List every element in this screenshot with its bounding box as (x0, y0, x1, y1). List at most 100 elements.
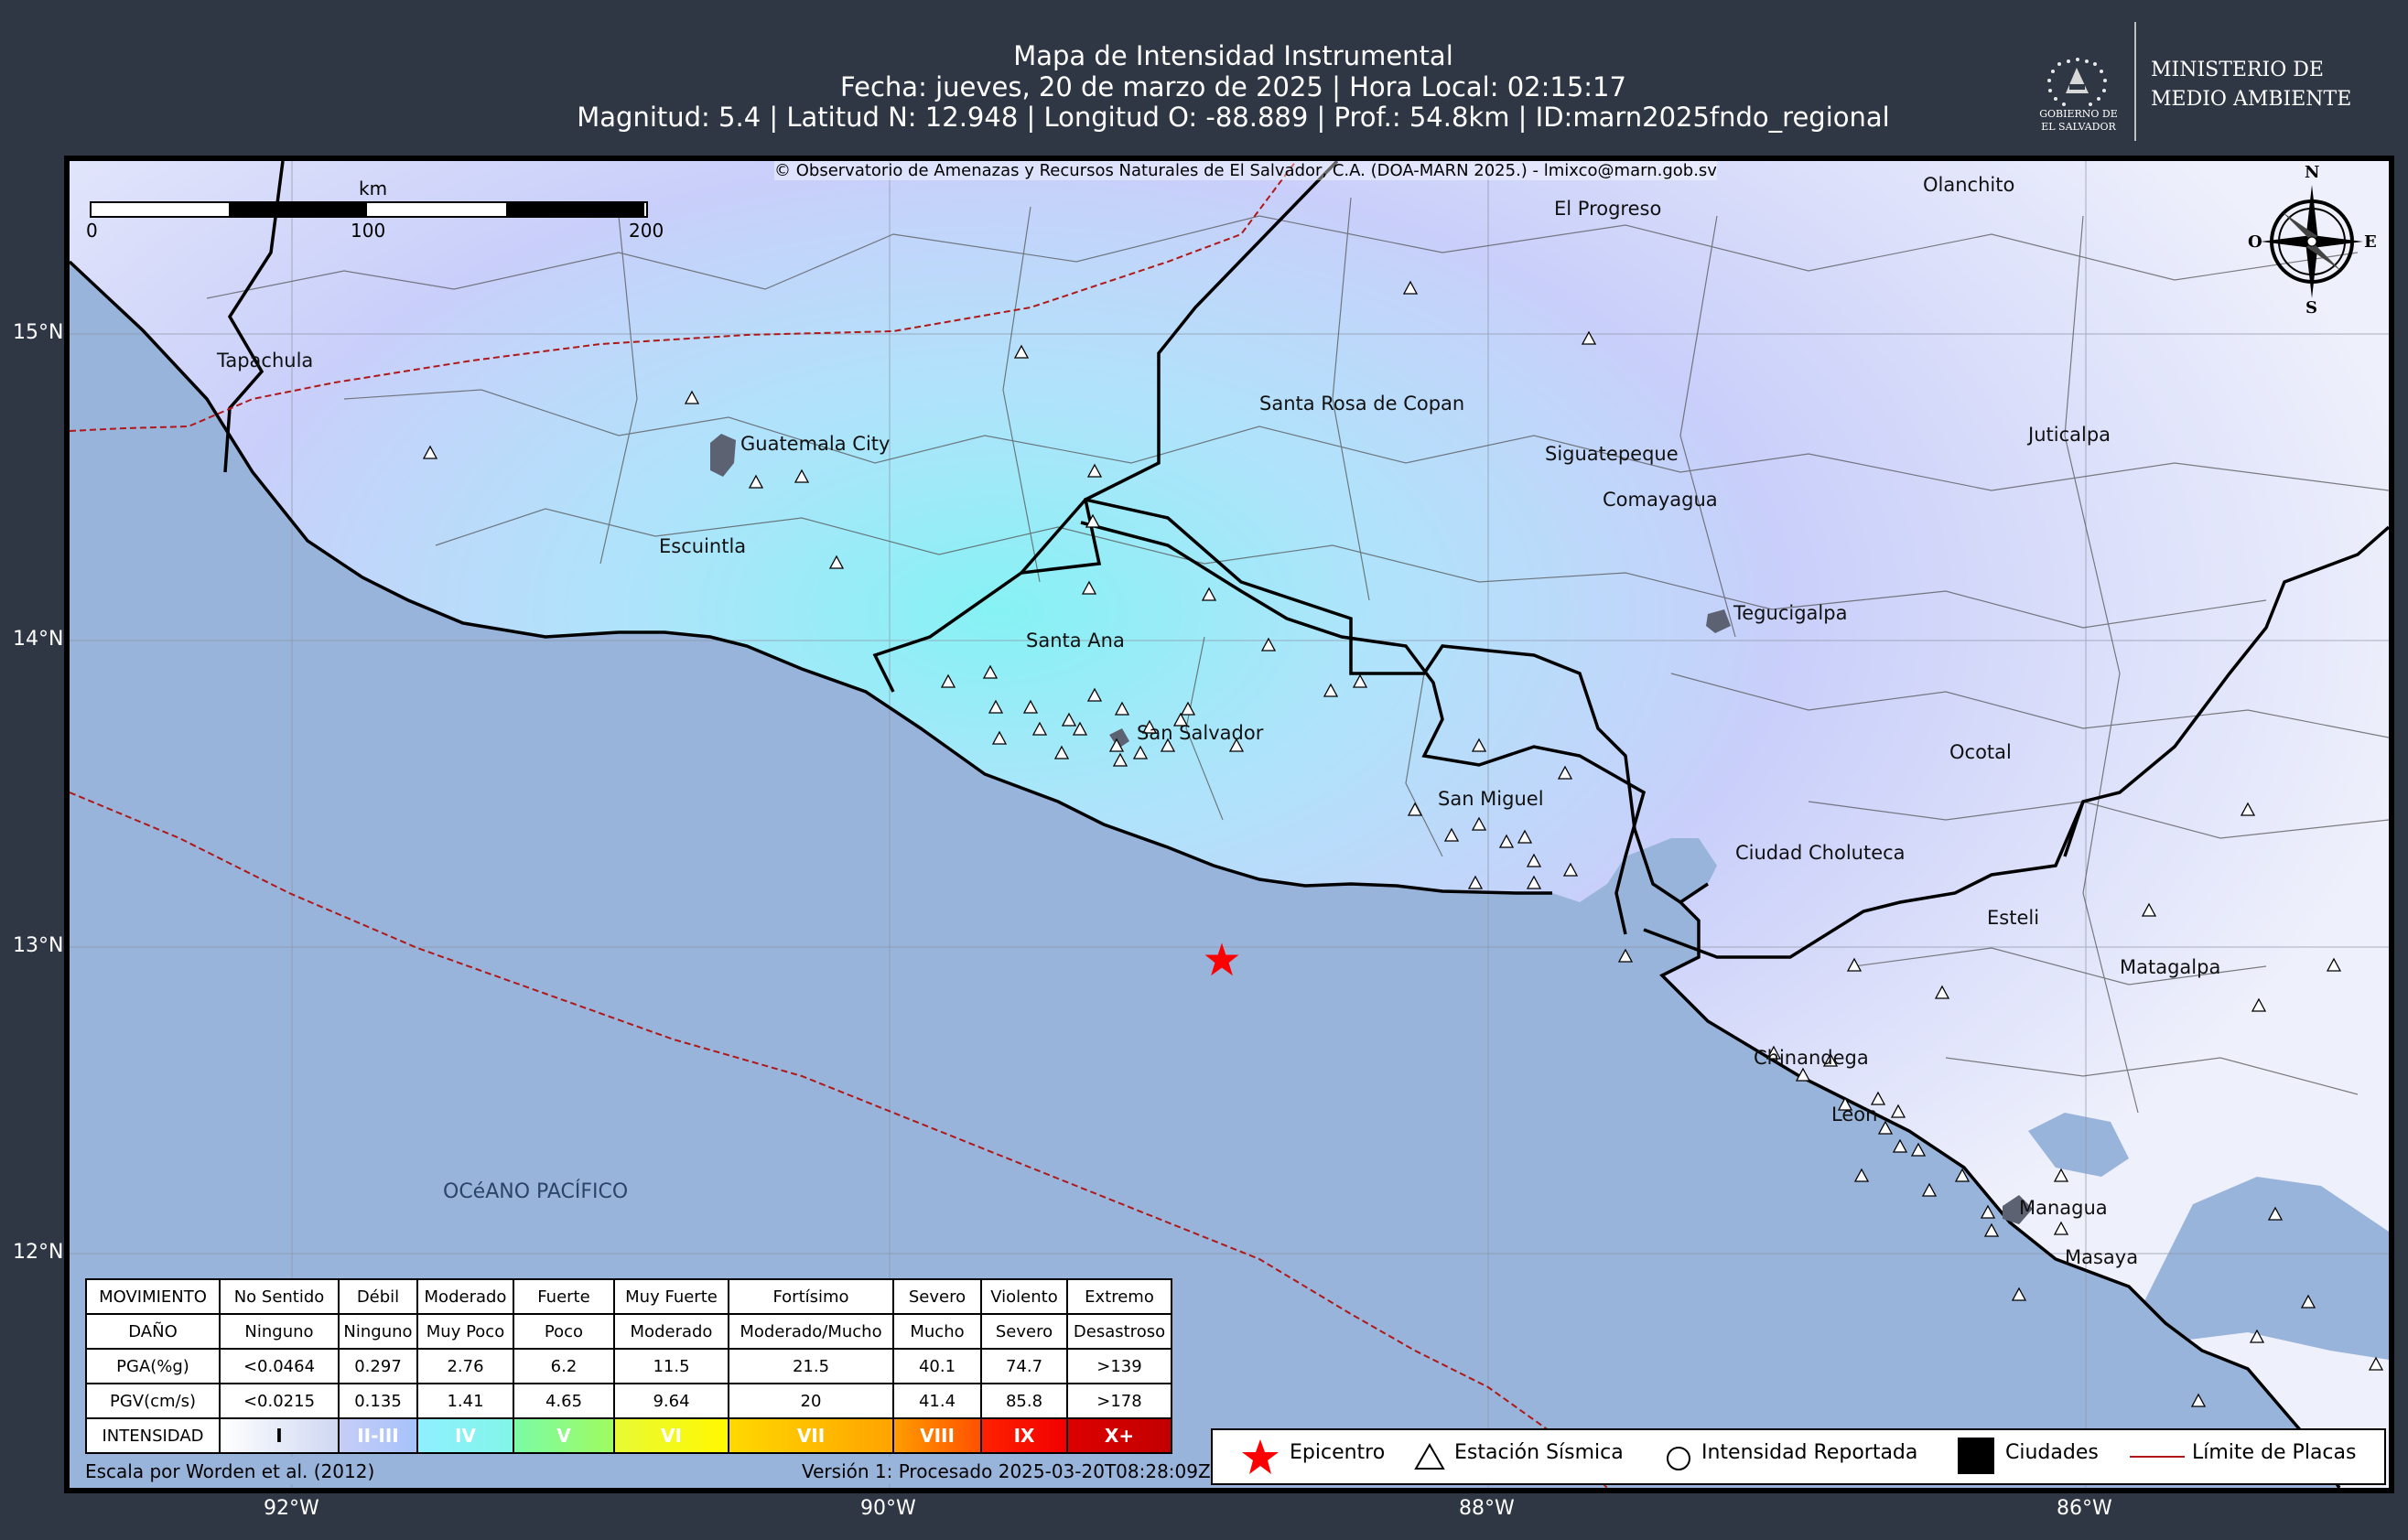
station-marker (1407, 802, 1423, 816)
intensity-swatch: VIII (892, 1417, 982, 1454)
station-marker (2300, 1294, 2316, 1308)
station-marker (1846, 957, 1863, 972)
intensity-swatch: VI (613, 1417, 729, 1454)
station-marker (1022, 699, 1039, 714)
station-marker (684, 390, 700, 404)
compass-east: E (2364, 232, 2377, 252)
legend-row-damage: DAÑO Ninguno Ninguno Muy Poco Poco Moder… (85, 1313, 1172, 1350)
station-marker (1890, 1104, 1906, 1118)
reported-circle-icon (1667, 1447, 1690, 1470)
epicenter-star-icon (1242, 1439, 1279, 1474)
station-marker (1581, 330, 1597, 345)
compass-north: N (2305, 163, 2320, 182)
station-marker (1562, 862, 1579, 877)
lon-label: 86°W (2057, 1497, 2112, 1520)
version-note: Versión 1: Procesado 2025-03-20T08:28:09… (802, 1460, 1211, 1482)
station-marker (2251, 997, 2267, 1012)
station-marker (2053, 1168, 2069, 1182)
station-marker (1108, 738, 1125, 752)
lat-label: 12°N (13, 1241, 64, 1264)
intensity-swatch: I (219, 1417, 340, 1454)
station-marker (1766, 1045, 1782, 1060)
map-header: Mapa de Intensidad Instrumental Fecha: j… (0, 0, 2408, 156)
city-label: Masaya (2065, 1246, 2139, 1268)
event-date-line: Fecha: jueves, 20 de marzo de 2025 | Hor… (840, 71, 1626, 102)
station-marker (1795, 1067, 1811, 1082)
intensity-swatch: IX (980, 1417, 1068, 1454)
national-borders (70, 161, 2389, 1488)
station-marker (1517, 829, 1533, 844)
lon-label: 90°W (860, 1497, 916, 1520)
legend-cities-label: Ciudades (2005, 1441, 2099, 1464)
station-marker (1086, 687, 1103, 702)
map-title: Mapa de Intensidad Instrumental (1013, 40, 1453, 71)
scale-tick-200: 200 (629, 220, 664, 242)
intensity-map: © Observatorio de Amenazas y Recursos Na… (13, 156, 2394, 1493)
city-label: Chinandega (1754, 1047, 1869, 1069)
station-marker (1132, 745, 1149, 759)
scale-reference: Escala por Worden et al. (2012) (85, 1460, 375, 1482)
station-marker (1402, 280, 1419, 295)
north-arrow: N S O E (2248, 161, 2377, 318)
station-marker (1081, 580, 1097, 595)
legend-plates-label: Límite de Placas (2192, 1441, 2357, 1464)
ministry-name-line2: MEDIO AMBIENTE (2151, 88, 2352, 111)
station-marker (748, 474, 764, 489)
ministry-logo: GOBIERNO DE EL SALVADOR MINISTERIO DE ME… (2018, 20, 2393, 144)
plate-boundaries (70, 161, 1608, 1488)
city-label: San Salvador (1137, 722, 1264, 744)
station-marker (2368, 1356, 2384, 1371)
legend-row-pgv: PGV(cm/s) <0.0215 0.135 1.41 4.65 9.64 2… (85, 1383, 1172, 1419)
intensity-swatch: V (513, 1417, 615, 1454)
city-areas (710, 434, 2033, 1224)
city-label: Esteli (1987, 907, 2040, 929)
ministry-name-line1: MINISTERIO DE (2151, 59, 2324, 81)
legend-footer-bar (85, 1457, 1190, 1484)
plate-line-icon (2130, 1456, 2185, 1458)
intensity-swatch: IV (416, 1417, 514, 1454)
scale-tick-0: 0 (86, 220, 98, 242)
city-label: Olanchito (1923, 174, 2015, 196)
legend-row-intensity: INTENSIDAD I II-III IV V VI VII VIII IX … (85, 1417, 1172, 1454)
station-marker (1980, 1204, 1996, 1219)
station-marker (991, 730, 1008, 745)
legend-station-label: Estación Sísmica (1454, 1441, 1624, 1464)
station-marker (1112, 752, 1128, 767)
station-marker (1498, 834, 1515, 848)
compass-icon (2261, 185, 2363, 298)
graticule (70, 161, 2389, 1488)
station-marker (1921, 1182, 1938, 1197)
intensity-swatch: II-III (338, 1417, 418, 1454)
station-marker (2240, 802, 2256, 816)
station-marker (1877, 1120, 1894, 1135)
station-marker (1617, 948, 1634, 963)
city-label: San Miguel (1438, 788, 1544, 810)
epicenter-star (1204, 942, 1239, 976)
station-marker (2326, 957, 2342, 972)
city-label: Leon (1831, 1104, 1878, 1125)
map-copyright: © Observatorio de Amenazas y Recursos Na… (774, 161, 1717, 180)
station-marker (1085, 513, 1101, 528)
legend-epicenter-label: Epicentro (1290, 1441, 1386, 1464)
station-marker (1557, 765, 1573, 780)
station-marker (2053, 1221, 2069, 1235)
station-marker (1114, 701, 1130, 716)
station-marker (1013, 344, 1030, 359)
station-marker (940, 673, 956, 688)
station-triangle-icon (1414, 1443, 1445, 1470)
map-svg (70, 161, 2389, 1488)
station-marker (1072, 721, 1088, 736)
ocean-label: OCéANO PACÍFICO (443, 1180, 629, 1203)
city-label: Managua (2019, 1197, 2108, 1219)
station-marker (2141, 902, 2157, 917)
station-marker (2190, 1393, 2207, 1407)
station-marker (2249, 1329, 2265, 1343)
station-marker (1822, 1052, 1839, 1067)
station-marker (1910, 1142, 1927, 1157)
station-marker (422, 445, 438, 459)
station-marker (1467, 875, 1484, 889)
city-label: Tapachula (217, 350, 314, 372)
coat-of-arms-icon (2047, 22, 2136, 141)
station-marker (1260, 637, 1277, 652)
station-marker (794, 468, 810, 483)
